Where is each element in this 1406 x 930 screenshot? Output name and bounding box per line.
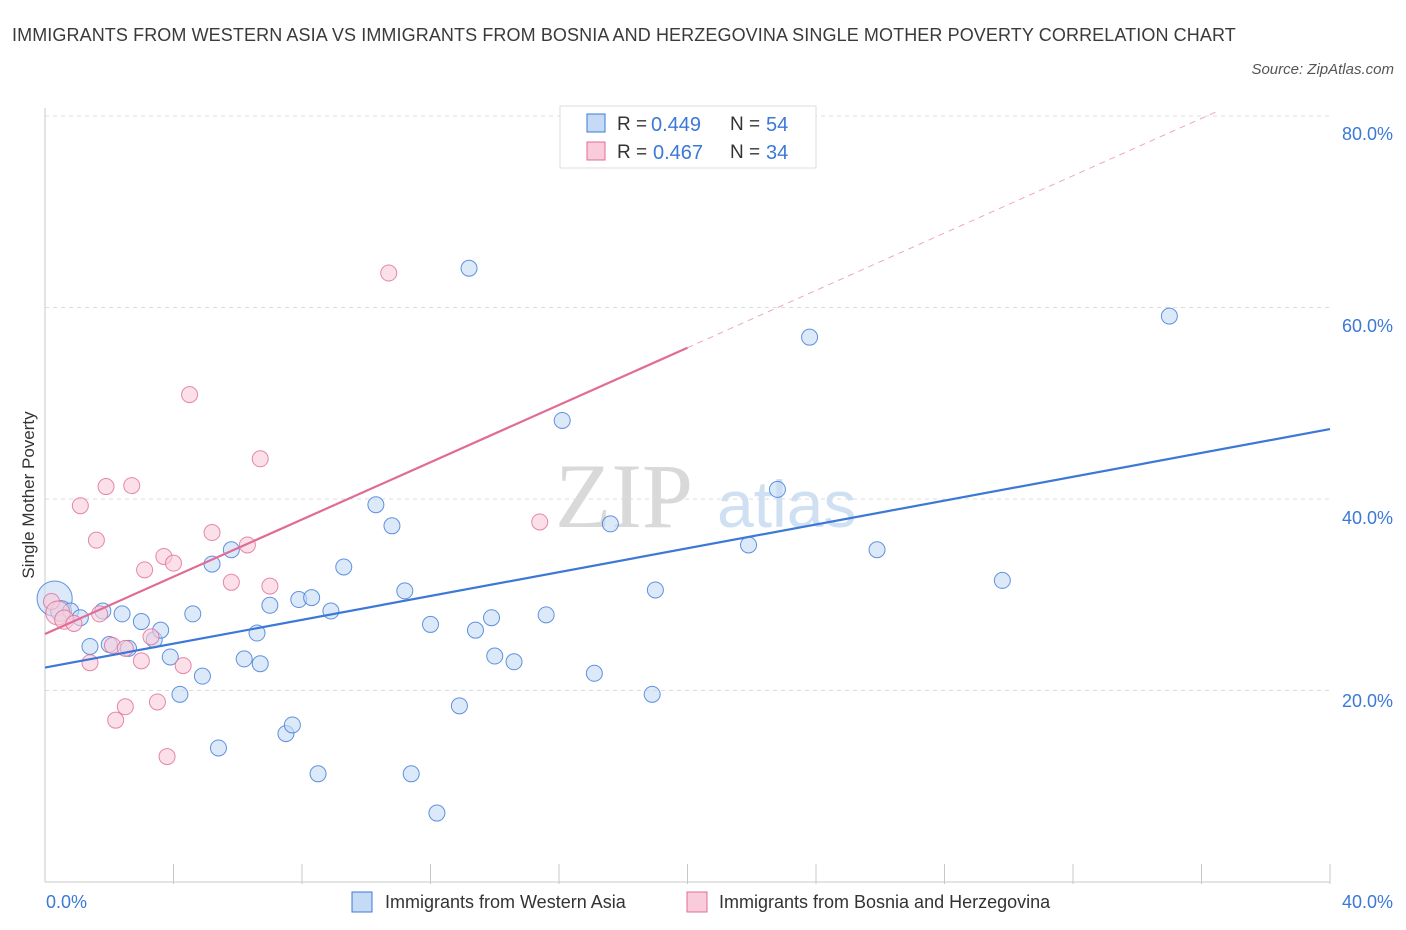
western-asia-point-18 [222,541,240,559]
legend-n-value-1: 54 [766,114,788,136]
legend-n-label-1: N = [730,114,760,135]
legend-r-value-1: 0.449 [651,114,701,136]
y-tick-label-20: 20.0% [1342,691,1393,711]
bosnia-point-26 [251,450,269,468]
western-asia-point-38 [466,621,484,639]
bosnia-point-28 [380,264,398,282]
western-asia-point-29 [335,558,353,576]
legend-swatch-blue [586,113,606,133]
legend-r-label-2: R = [617,142,647,163]
western-asia-point-21 [251,655,269,673]
bosnia-point-27 [261,577,279,595]
bosnia-point-17 [148,693,166,711]
western-asia-point-24 [283,716,301,734]
western-asia-point-43 [553,411,571,429]
bosnia-point-21 [174,657,192,675]
western-asia-point-26 [303,589,321,607]
bottom-legend-swatch-pink [686,891,708,913]
western-asia-point-36 [450,697,468,715]
y-axis-tick-labels: 20.0% 40.0% 60.0% 80.0% [1342,124,1393,711]
western-asia-point-17 [209,739,227,757]
western-asia-point-42 [537,606,555,624]
western-asia-point-41 [505,653,523,671]
bosnia-trend-line-extension [687,110,1218,349]
bosnia-point-4 [71,497,89,515]
x-tick-label-max: 40.0% [1342,892,1393,912]
x-tick-label-min: 0.0% [46,892,87,912]
bosnia-point-12 [116,698,134,716]
western-asia-point-52 [993,571,1011,589]
western-asia-point-4 [81,637,99,655]
western-asia-point-47 [646,581,664,599]
western-asia-point-39 [483,609,501,627]
bosnia-point-10 [107,711,125,729]
chart-title: IMMIGRANTS FROM WESTERN ASIA VS IMMIGRAN… [12,25,1236,45]
western-asia-point-31 [383,517,401,535]
trend-lines [44,110,1331,669]
x-axis-ticks [173,864,1331,884]
source-credit: Source: ZipAtlas.com [1251,61,1394,78]
watermark-zip: ZIP [555,445,693,547]
bosnia-point-16 [142,628,160,646]
legend-n-label-2: N = [730,142,760,163]
series-legend: Immigrants from Western Asia Immigrants … [351,891,1051,913]
y-axis-title: Single Mother Poverty [19,411,38,579]
western-asia-point-15 [193,667,211,685]
stats-legend: R = 0.449 N = 54 R = 0.467 N = 34 [559,105,817,169]
western-asia-point-7 [113,605,131,623]
bosnia-point-20 [165,554,182,572]
western-asia-point-13 [171,685,189,703]
bosnia-point-6 [87,531,105,549]
western-asia-point-53 [1160,307,1178,325]
bosnia-point-14 [132,652,150,670]
bottom-legend-label-blue: Immigrants from Western Asia [385,892,627,912]
western-asia-point-46 [643,685,661,703]
western-asia-point-50 [801,328,819,346]
western-asia-point-9 [132,613,150,631]
bosnia-point-22 [181,386,199,404]
western-asia-point-48 [740,536,758,554]
series-bosnia-points [42,264,549,766]
western-asia-point-19 [235,650,253,668]
legend-r-value-2: 0.467 [653,142,703,164]
western-asia-point-40 [486,647,504,665]
western-asia-point-27 [309,765,327,783]
western-asia-point-12 [161,648,179,666]
legend-swatch-pink [586,141,606,161]
western-asia-point-30 [367,496,385,514]
western-asia-point-37 [460,259,478,277]
western-asia-point-14 [184,605,202,623]
western-asia-point-44 [585,664,603,682]
western-asia-point-35 [428,804,446,822]
western-asia-point-22 [261,596,279,614]
western-asia-point-49 [768,480,786,498]
legend-r-label-1: R = [617,114,647,135]
bosnia-point-24 [222,573,240,591]
bottom-legend-label-pink: Immigrants from Bosnia and Herzegovina [719,892,1051,912]
bosnia-point-23 [203,524,221,542]
bosnia-point-13 [123,477,141,495]
y-tick-label-80: 80.0% [1342,124,1393,144]
western-asia-trend-line [44,428,1331,669]
watermark-atlas: atlas [717,467,856,541]
bosnia-point-15 [136,561,154,579]
western-asia-point-45 [601,515,619,533]
legend-n-value-2: 34 [766,142,788,164]
western-asia-point-51 [868,541,886,559]
western-asia-point-34 [422,615,439,633]
y-tick-label-60: 60.0% [1342,316,1393,336]
western-asia-point-32 [396,582,414,600]
bosnia-point-8 [97,478,115,496]
bosnia-point-19 [158,748,176,766]
western-asia-point-33 [402,765,420,783]
gridlines [45,115,1330,691]
bottom-legend-swatch-blue [351,891,373,913]
watermark: ZIP atlas [555,445,856,547]
y-tick-label-40: 40.0% [1342,508,1393,528]
bosnia-trend-line [44,346,688,636]
bosnia-point-29 [531,513,549,531]
